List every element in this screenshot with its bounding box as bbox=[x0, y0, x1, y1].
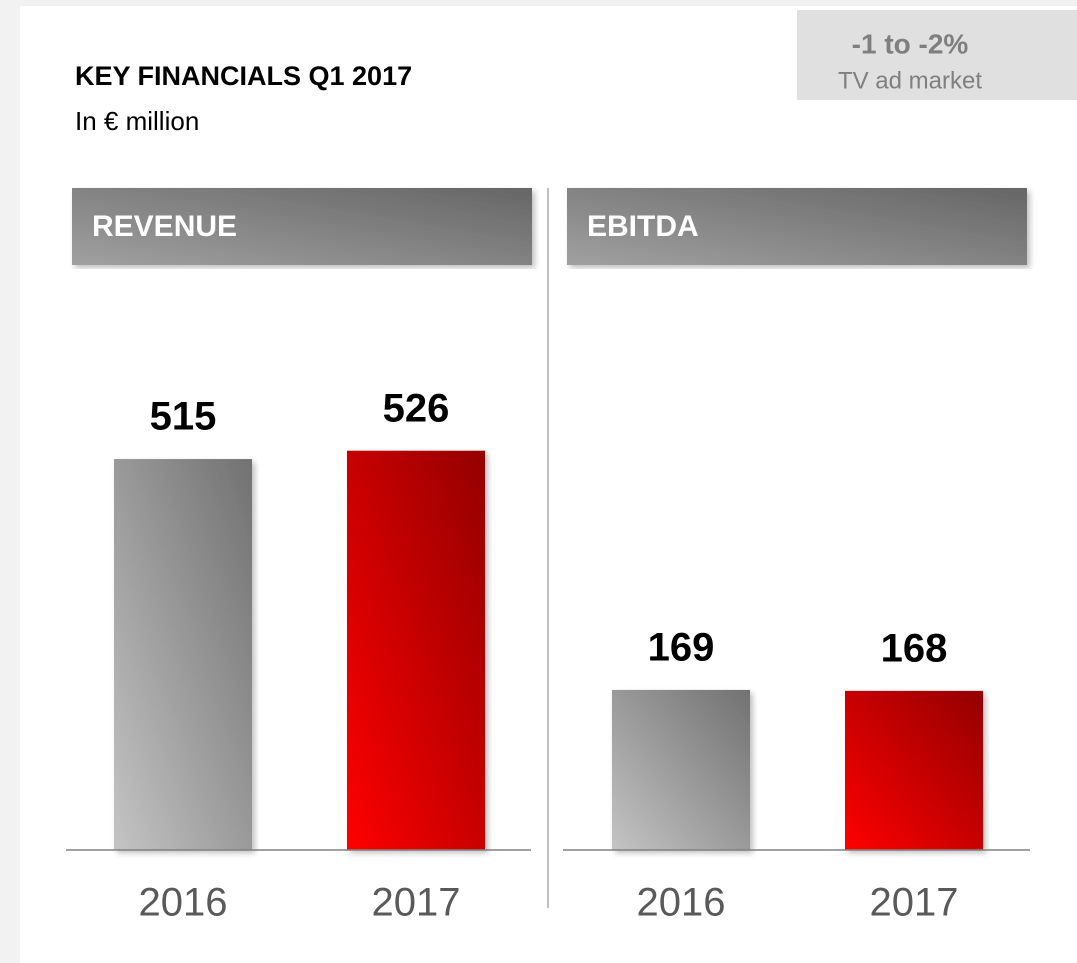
bar bbox=[612, 689, 750, 850]
bar bbox=[114, 459, 252, 850]
panel-title: EBITDA bbox=[587, 210, 699, 243]
panel-title: REVENUE bbox=[92, 210, 237, 243]
bar bbox=[845, 690, 983, 850]
x-tick-label: 2016 bbox=[139, 881, 228, 925]
value-label: 515 bbox=[150, 395, 217, 439]
panel-header bbox=[567, 188, 1027, 265]
value-label: 526 bbox=[383, 386, 450, 430]
value-label: 169 bbox=[648, 625, 715, 669]
badge-label: TV ad market bbox=[838, 67, 982, 94]
x-tick-label: 2017 bbox=[870, 881, 959, 925]
x-tick-label: 2017 bbox=[372, 881, 461, 925]
badge-value: -1 to -2% bbox=[852, 28, 969, 59]
title: KEY FINANCIALS Q1 2017 bbox=[75, 61, 412, 91]
x-tick-label: 2016 bbox=[637, 881, 726, 925]
subtitle: In € million bbox=[75, 106, 199, 136]
panel-header bbox=[72, 188, 532, 265]
bar bbox=[347, 450, 485, 850]
badge bbox=[797, 10, 1077, 100]
value-label: 168 bbox=[881, 626, 948, 670]
